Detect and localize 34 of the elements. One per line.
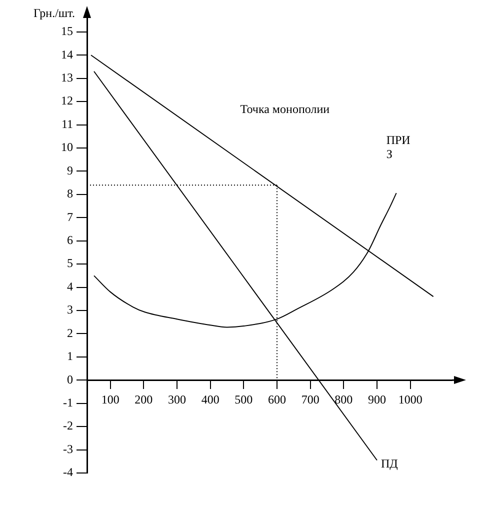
- x-tick-label: 200: [134, 392, 153, 406]
- x-tick-label: 100: [101, 392, 120, 406]
- text: ПРИ З: [386, 133, 411, 162]
- y-tick-label: 6: [67, 233, 73, 248]
- x-tick-label: 1000: [398, 392, 422, 406]
- y-tick-label: 11: [61, 116, 73, 131]
- y-tick-label: 4: [67, 279, 73, 294]
- y-tick-label: 1: [67, 349, 73, 364]
- y-tick-label: 7: [67, 210, 73, 224]
- y-tick-label: 8: [67, 186, 73, 201]
- x-tick-label: 900: [368, 392, 386, 406]
- x-tick-label: 800: [334, 392, 353, 406]
- y-tick-label: 9: [67, 163, 73, 178]
- y-tick-label: -3: [63, 442, 73, 456]
- x-tick-label: 700: [301, 392, 320, 406]
- y-tick-label: 3: [67, 302, 73, 317]
- y-tick-label: 10: [61, 140, 73, 154]
- y-tick-label: 0: [67, 372, 73, 386]
- series-label: ПД: [381, 456, 398, 470]
- x-tick-label: 500: [234, 392, 253, 406]
- annotation: Точка монополии: [240, 102, 330, 116]
- y-axis-title: Грн./шт.: [33, 6, 75, 20]
- y-tick-label: -1: [63, 396, 73, 410]
- y-tick-label: 2: [67, 326, 73, 340]
- y-tick-label: -2: [63, 418, 73, 433]
- y-tick-label: 12: [61, 94, 73, 108]
- y-tick-label: 13: [61, 70, 73, 85]
- y-tick-label: -4: [63, 465, 73, 480]
- x-tick-label: 400: [201, 392, 220, 406]
- y-tick-label: 15: [61, 24, 73, 38]
- x-tick-label: 600: [268, 392, 286, 406]
- y-tick-label: 5: [67, 256, 73, 270]
- x-tick-label: 300: [168, 392, 186, 406]
- y-tick-label: 14: [61, 47, 73, 62]
